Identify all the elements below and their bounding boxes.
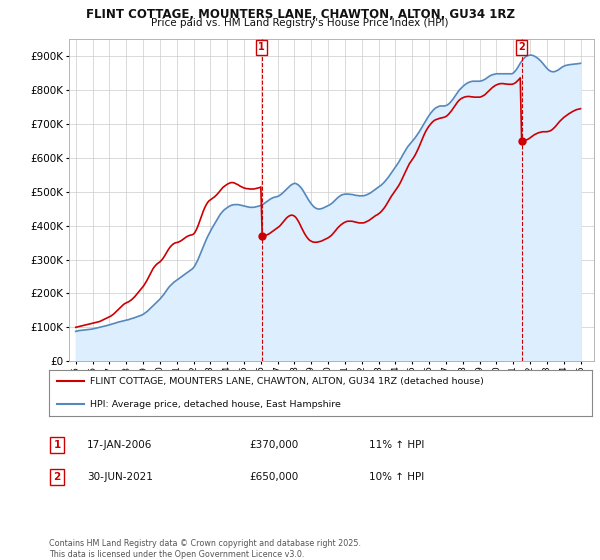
Text: FLINT COTTAGE, MOUNTERS LANE, CHAWTON, ALTON, GU34 1RZ: FLINT COTTAGE, MOUNTERS LANE, CHAWTON, A…: [86, 8, 515, 21]
Text: 1: 1: [53, 440, 61, 450]
Text: Price paid vs. HM Land Registry's House Price Index (HPI): Price paid vs. HM Land Registry's House …: [151, 18, 449, 28]
Text: FLINT COTTAGE, MOUNTERS LANE, CHAWTON, ALTON, GU34 1RZ (detached house): FLINT COTTAGE, MOUNTERS LANE, CHAWTON, A…: [90, 376, 484, 386]
Text: 1: 1: [258, 42, 265, 52]
Text: Contains HM Land Registry data © Crown copyright and database right 2025.
This d: Contains HM Land Registry data © Crown c…: [49, 539, 361, 559]
Text: 2: 2: [518, 42, 525, 52]
Text: £370,000: £370,000: [249, 440, 298, 450]
Text: 2: 2: [53, 472, 61, 482]
Text: £650,000: £650,000: [249, 472, 298, 482]
Text: 10% ↑ HPI: 10% ↑ HPI: [369, 472, 424, 482]
Text: 17-JAN-2006: 17-JAN-2006: [87, 440, 152, 450]
Text: HPI: Average price, detached house, East Hampshire: HPI: Average price, detached house, East…: [90, 399, 341, 409]
Text: 11% ↑ HPI: 11% ↑ HPI: [369, 440, 424, 450]
Text: 30-JUN-2021: 30-JUN-2021: [87, 472, 153, 482]
